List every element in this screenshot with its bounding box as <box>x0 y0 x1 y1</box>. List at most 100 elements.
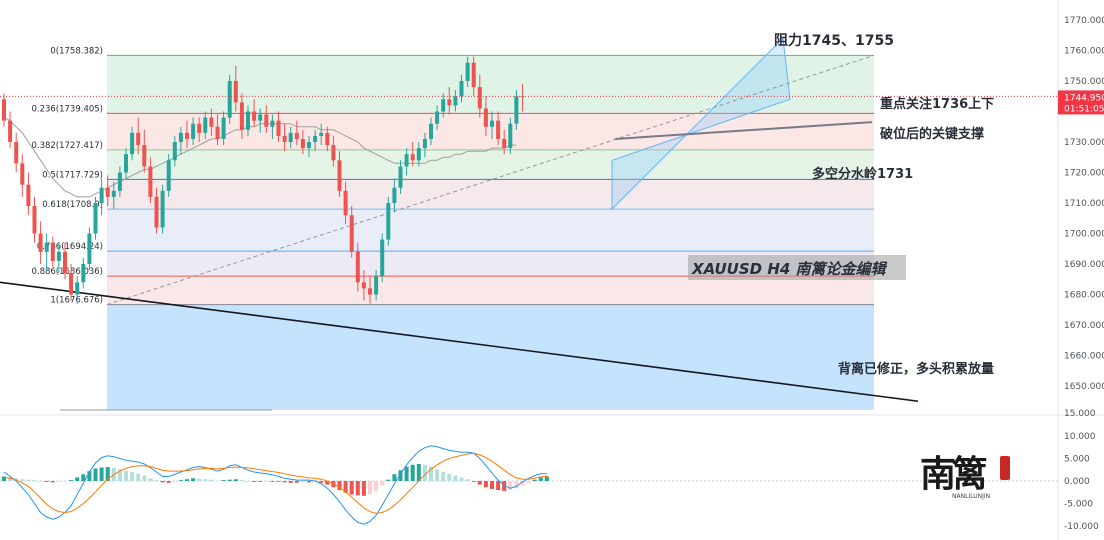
candle-body <box>313 135 318 142</box>
price-axis-tick: 1700.000 <box>1064 230 1104 240</box>
macd-hist-bar <box>178 480 183 481</box>
macd-axis: 10.000 5.000 0.000 -5.000 -10.000 <box>1064 432 1099 532</box>
macd-hist-bar <box>374 481 379 491</box>
macd-hist-bar <box>221 480 226 481</box>
macd-hist-bar <box>160 481 165 483</box>
candlesticks <box>2 56 525 304</box>
macd-hist-bar <box>349 481 354 495</box>
macd-hist-bar <box>26 479 31 481</box>
candle-body <box>124 154 128 173</box>
fib-zone <box>107 276 874 305</box>
macd-hist-bar <box>319 481 324 483</box>
nanli-logo: 南篱 NANLILUNJIN <box>920 453 1010 500</box>
candle-body <box>276 120 281 136</box>
candle-body <box>319 132 324 136</box>
fib-zone <box>107 113 874 150</box>
macd-hist-bar <box>392 474 397 481</box>
candle-body <box>38 233 43 252</box>
macd-hist-bar <box>459 477 464 481</box>
macd-hist-bar <box>404 466 409 481</box>
candle-body <box>197 123 202 133</box>
candle-body <box>447 99 452 106</box>
price-axis-tick: 1680.000 <box>1064 291 1104 301</box>
price-axis[interactable]: 1770.0001760.0001750.0001740.0001730.000… <box>1057 0 1104 540</box>
support-annotation: 破位后的关键支撑 <box>880 126 984 142</box>
macd-hist-bar <box>148 478 153 481</box>
macd-hist-bar <box>368 481 372 495</box>
candle-body <box>154 196 159 228</box>
fib-level-label: 1(1676.676) <box>50 296 103 306</box>
macd-hist-bar <box>496 481 501 490</box>
macd-hist-bar <box>197 478 202 481</box>
candle-body <box>483 108 488 127</box>
macd-hist-bar <box>75 477 80 481</box>
candle-body <box>209 117 214 127</box>
macd-hist-bar <box>130 472 135 481</box>
candle-body <box>514 96 519 124</box>
macd-hist-bar <box>8 477 13 481</box>
macd-hist-bar <box>142 475 147 481</box>
macd-hist-bar <box>270 481 275 482</box>
candle-body <box>441 99 446 112</box>
pivot-annotation: 多空分水岭1731 <box>812 166 913 182</box>
candle-body <box>117 172 122 191</box>
candle-body <box>307 142 311 149</box>
candle-body <box>294 132 299 139</box>
candle-body <box>203 117 208 133</box>
macd-hist-bar <box>38 481 43 482</box>
macd-axis-tick: 5.000 <box>1064 455 1090 465</box>
fib-zone <box>107 179 874 210</box>
resistance-annotation: 阻力1745、1755 <box>774 32 894 49</box>
candle-body <box>355 251 360 283</box>
focus-annotation: 重点关注1736上下 <box>880 96 994 112</box>
price-axis-tick: 1660.000 <box>1064 352 1104 362</box>
current-price-tag: 1744.950 01:51:05 <box>1058 90 1104 115</box>
candle-body <box>215 126 220 139</box>
fib-extension-zone <box>107 304 874 410</box>
candle-body <box>130 132 135 155</box>
macd-hist-bar <box>410 464 415 481</box>
candle-body <box>422 138 427 149</box>
macd-hist-bar <box>252 481 257 482</box>
macd-hist-bar <box>307 481 311 483</box>
macd-hist-bar <box>154 480 159 481</box>
price-axis-tick: 1720.000 <box>1064 169 1104 179</box>
candle-body <box>502 138 507 149</box>
candle-body <box>111 190 116 197</box>
macd-hist-bar <box>288 481 293 483</box>
candle-body <box>99 187 104 203</box>
price-axis-tick: 1770.000 <box>1064 16 1104 26</box>
macd-axis-tick: -5.000 <box>1064 500 1093 510</box>
candle-body <box>93 203 98 234</box>
macd-hist-bar <box>355 481 360 496</box>
candle-body <box>264 114 269 127</box>
candle-body <box>2 99 6 121</box>
candle-body <box>233 81 238 103</box>
macd-hist-bar <box>398 470 403 481</box>
macd-hist-bar <box>50 481 55 483</box>
price-axis-tick: 1760.000 <box>1064 47 1104 57</box>
macd-hist-bar <box>508 481 513 490</box>
macd-hist-bar <box>20 479 25 481</box>
macd-hist-bar <box>465 479 470 481</box>
candle-body <box>477 87 482 109</box>
candle-body <box>8 120 13 142</box>
candle-body <box>300 138 305 149</box>
candle-body <box>270 120 275 127</box>
candle-body <box>349 215 354 252</box>
candle-body <box>246 111 250 130</box>
candle-body <box>459 81 464 97</box>
candle-body <box>331 145 336 161</box>
candle-body <box>26 184 31 207</box>
candle-body <box>325 132 330 146</box>
macd-signal-line <box>3 452 547 514</box>
price-axis-tick: 1670.000 <box>1064 321 1104 331</box>
price-axis-tick: 1730.000 <box>1064 138 1104 148</box>
macd-hist-bar <box>203 479 208 481</box>
candle-body <box>496 120 501 139</box>
divergence-annotation: 背离已修正，多头积累放量 <box>838 361 994 377</box>
macd-hist-bar <box>294 481 299 483</box>
macd-hist-bar <box>532 479 537 481</box>
candle-body <box>191 123 196 139</box>
